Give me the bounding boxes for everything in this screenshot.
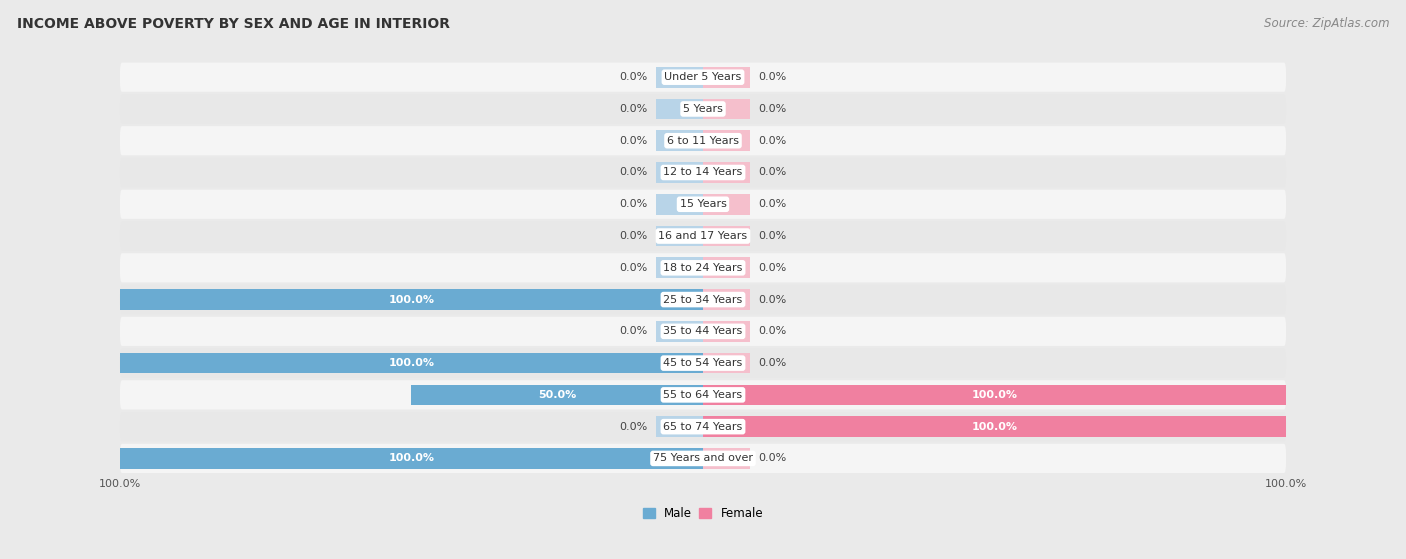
FancyBboxPatch shape xyxy=(120,126,1286,155)
Text: 0.0%: 0.0% xyxy=(758,72,786,82)
Bar xyxy=(703,194,749,215)
Text: 0.0%: 0.0% xyxy=(758,199,786,209)
Bar xyxy=(703,226,749,247)
FancyBboxPatch shape xyxy=(120,444,1286,473)
Bar xyxy=(657,321,703,342)
Bar xyxy=(657,226,703,247)
Bar xyxy=(657,67,703,88)
Text: Under 5 Years: Under 5 Years xyxy=(665,72,741,82)
Text: 15 Years: 15 Years xyxy=(679,199,727,209)
Bar xyxy=(703,448,749,469)
Text: 16 and 17 Years: 16 and 17 Years xyxy=(658,231,748,241)
Bar xyxy=(703,98,749,119)
Text: 0.0%: 0.0% xyxy=(620,168,648,178)
Text: 0.0%: 0.0% xyxy=(620,231,648,241)
FancyBboxPatch shape xyxy=(120,190,1286,219)
Text: 0.0%: 0.0% xyxy=(758,358,786,368)
Text: 18 to 24 Years: 18 to 24 Years xyxy=(664,263,742,273)
Bar xyxy=(703,67,749,88)
Bar xyxy=(120,289,703,310)
Bar xyxy=(703,258,749,278)
Text: 0.0%: 0.0% xyxy=(758,231,786,241)
Bar xyxy=(657,98,703,119)
Text: 0.0%: 0.0% xyxy=(758,295,786,305)
Bar xyxy=(657,130,703,151)
Bar xyxy=(703,385,1286,405)
Bar xyxy=(657,162,703,183)
Text: 55 to 64 Years: 55 to 64 Years xyxy=(664,390,742,400)
Legend: Male, Female: Male, Female xyxy=(643,507,763,520)
Bar xyxy=(703,289,749,310)
Text: 0.0%: 0.0% xyxy=(620,421,648,432)
Bar xyxy=(703,130,749,151)
Bar xyxy=(120,353,703,373)
Text: 0.0%: 0.0% xyxy=(620,199,648,209)
Text: 100.0%: 100.0% xyxy=(388,453,434,463)
Text: 45 to 54 Years: 45 to 54 Years xyxy=(664,358,742,368)
Bar xyxy=(120,448,703,469)
Text: 100.0%: 100.0% xyxy=(972,390,1018,400)
Text: 0.0%: 0.0% xyxy=(758,104,786,114)
FancyBboxPatch shape xyxy=(120,63,1286,92)
Text: 35 to 44 Years: 35 to 44 Years xyxy=(664,326,742,337)
Bar xyxy=(703,321,749,342)
FancyBboxPatch shape xyxy=(120,412,1286,441)
Text: 0.0%: 0.0% xyxy=(758,453,786,463)
Bar xyxy=(657,416,703,437)
Text: 12 to 14 Years: 12 to 14 Years xyxy=(664,168,742,178)
Text: 25 to 34 Years: 25 to 34 Years xyxy=(664,295,742,305)
Text: Source: ZipAtlas.com: Source: ZipAtlas.com xyxy=(1264,17,1389,30)
FancyBboxPatch shape xyxy=(120,285,1286,314)
Text: 0.0%: 0.0% xyxy=(758,168,786,178)
FancyBboxPatch shape xyxy=(120,380,1286,410)
Text: 100.0%: 100.0% xyxy=(388,295,434,305)
Text: 0.0%: 0.0% xyxy=(620,263,648,273)
Bar xyxy=(703,162,749,183)
Text: 0.0%: 0.0% xyxy=(620,104,648,114)
Bar xyxy=(657,258,703,278)
FancyBboxPatch shape xyxy=(120,317,1286,346)
Text: 75 Years and over: 75 Years and over xyxy=(652,453,754,463)
Text: 0.0%: 0.0% xyxy=(758,263,786,273)
Text: 0.0%: 0.0% xyxy=(620,326,648,337)
Text: 50.0%: 50.0% xyxy=(538,390,576,400)
Text: 100.0%: 100.0% xyxy=(388,358,434,368)
Bar xyxy=(412,385,703,405)
Text: 0.0%: 0.0% xyxy=(620,136,648,146)
Text: 0.0%: 0.0% xyxy=(758,326,786,337)
FancyBboxPatch shape xyxy=(120,253,1286,282)
Text: 6 to 11 Years: 6 to 11 Years xyxy=(666,136,740,146)
Bar xyxy=(657,194,703,215)
FancyBboxPatch shape xyxy=(120,94,1286,124)
Text: INCOME ABOVE POVERTY BY SEX AND AGE IN INTERIOR: INCOME ABOVE POVERTY BY SEX AND AGE IN I… xyxy=(17,17,450,31)
FancyBboxPatch shape xyxy=(120,158,1286,187)
Text: 100.0%: 100.0% xyxy=(972,421,1018,432)
FancyBboxPatch shape xyxy=(120,348,1286,378)
Bar xyxy=(703,353,749,373)
Text: 65 to 74 Years: 65 to 74 Years xyxy=(664,421,742,432)
Bar xyxy=(703,416,1286,437)
Text: 0.0%: 0.0% xyxy=(620,72,648,82)
FancyBboxPatch shape xyxy=(120,221,1286,250)
Text: 0.0%: 0.0% xyxy=(758,136,786,146)
Text: 5 Years: 5 Years xyxy=(683,104,723,114)
